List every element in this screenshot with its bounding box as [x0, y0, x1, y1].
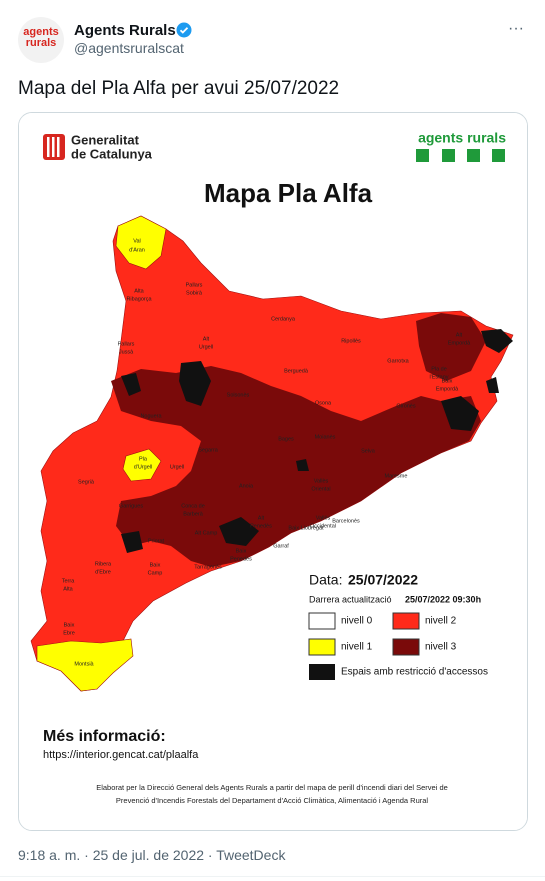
region-label: Garraf — [273, 543, 289, 549]
legend-swatch — [308, 612, 336, 630]
logo-text: de Catalunya — [71, 146, 153, 161]
avatar-text: agents — [23, 26, 59, 38]
more-menu[interactable]: ··· — [508, 20, 524, 37]
author-handle[interactable]: @agentsruralscat — [74, 40, 184, 56]
region-label: Ebre — [63, 630, 75, 636]
legend-swatch — [392, 638, 420, 656]
region-label: Oriental — [311, 486, 330, 492]
region-label: Montsià — [74, 661, 94, 667]
region-label: Garrigues — [119, 503, 143, 509]
region-label: Garrotxa — [387, 358, 409, 364]
region-label: Terra — [62, 578, 75, 584]
region-label: Penedès — [230, 556, 252, 562]
region-label: Cerdanya — [271, 316, 296, 322]
author-name[interactable]: Agents Rurals — [74, 22, 176, 39]
region-label: Segrià — [78, 479, 95, 485]
region-label: Sobirà — [186, 290, 203, 296]
region-label: Osona — [315, 400, 332, 406]
region-label: Bages — [278, 436, 294, 442]
more-info-title: Més informació: — [43, 728, 166, 745]
catalonia-map — [30, 215, 514, 692]
region-label: Urgell — [199, 344, 213, 350]
verified-badge — [176, 22, 192, 38]
region-label: Gironès — [396, 403, 416, 409]
region-label: Alt Camp — [195, 530, 218, 536]
credits: Elaborat per la Direcció General dels Ag… — [96, 783, 448, 792]
region-label: Jussà — [119, 349, 134, 355]
gencat-logo: Generalitat de Catalunya — [43, 132, 153, 161]
region-label: Alt — [203, 336, 210, 342]
region-label: Selva — [361, 448, 376, 454]
region-label: l'Estany — [429, 374, 448, 380]
region-label: Baix — [150, 562, 161, 568]
divider — [0, 876, 545, 877]
region-label: Val — [133, 238, 141, 244]
region-label: d'Ebre — [95, 569, 111, 575]
region-label: Urgell — [170, 464, 184, 470]
region-label: Alta — [63, 586, 73, 592]
avatar-text: rurals — [25, 37, 57, 49]
region-label: Baix — [442, 378, 453, 384]
logo-text: Generalitat — [71, 132, 140, 147]
legend-swatch — [308, 638, 336, 656]
region-label: Barberà — [183, 511, 204, 517]
map-image: Generalitat de Catalunya agents rurals M… — [19, 113, 527, 830]
region-label: Moianès — [315, 434, 336, 440]
region-label: Vallès — [316, 515, 331, 521]
region-label: Baix — [236, 548, 247, 554]
region-label: Alt — [258, 515, 265, 521]
region-label: Empordà — [448, 340, 471, 346]
region-label: Pallars — [186, 282, 203, 288]
region-labels: Val d'Aran Pallars Sobirà Alta Ribagorça Palla… — [62, 238, 471, 667]
legend-swatch — [309, 664, 335, 680]
region-label: Tarragonès — [194, 564, 222, 570]
region-label: d'Aran — [129, 247, 145, 253]
region-label: Vallès — [314, 478, 329, 484]
legend-label: nivell 3 — [425, 642, 457, 653]
region-label: Noguera — [140, 413, 162, 419]
region-label: Berguedà — [284, 368, 309, 374]
date-value: 25/07/2022 — [348, 572, 418, 588]
legend-label: nivell 2 — [425, 616, 457, 627]
region-label: Maresme — [385, 473, 408, 479]
legend-label: nivell 0 — [341, 616, 373, 627]
region-label: Segarra — [198, 447, 219, 453]
legend-label: Espais amb restricció d'accessos — [341, 667, 488, 678]
region-label: Anoia — [239, 483, 254, 489]
region-label: Ribagorça — [126, 296, 152, 302]
date-label: Data: — [309, 572, 342, 588]
region-label: Camp — [148, 570, 163, 576]
update-label: Darrera actualització — [309, 594, 392, 604]
tweet-text: Mapa del Pla Alfa per avui 25/07/2022 — [18, 78, 340, 99]
update-value: 25/07/2022 09:30h — [405, 594, 481, 604]
region-label: Ribera — [95, 561, 112, 567]
region-label: Alt — [456, 332, 463, 338]
region-label: Ripollès — [341, 338, 361, 344]
region-label: Pla de — [431, 366, 447, 372]
credits: Prevenció d'Incendis Forestals del Depar… — [116, 796, 429, 805]
legend-label: nivell 1 — [341, 642, 373, 653]
region-label: Solsonès — [227, 392, 250, 398]
legend-swatch — [392, 612, 420, 630]
agents-rurals-logo: agents rurals — [418, 130, 506, 146]
region-label: Alta — [134, 288, 144, 294]
avatar[interactable]: agents rurals — [18, 17, 64, 63]
region-label: Baix — [64, 622, 75, 628]
region-label: d'Urgell — [134, 464, 152, 470]
region-label: Conca de — [181, 503, 205, 509]
media-card[interactable]: Generalitat de Catalunya agents rurals M… — [18, 112, 528, 831]
more-info-url: https://interior.gencat.cat/plaalfa — [43, 749, 199, 761]
region-label: Penedès — [250, 523, 272, 529]
region-label: Baix Llobregat — [288, 525, 324, 531]
tweet-timestamp[interactable]: 9:18 a. m. · 25 de jul. de 2022 · TweetD… — [18, 847, 286, 863]
region-label: Priorat — [148, 538, 165, 544]
region-label: Barcelonès — [332, 518, 360, 524]
map-title: Mapa Pla Alfa — [204, 178, 373, 208]
logo-squares — [416, 149, 505, 162]
region-label: Pla — [139, 456, 148, 462]
region-label: Pallars — [118, 341, 135, 347]
region-label: Occidental — [310, 523, 336, 529]
region-label: Empordà — [436, 386, 459, 392]
